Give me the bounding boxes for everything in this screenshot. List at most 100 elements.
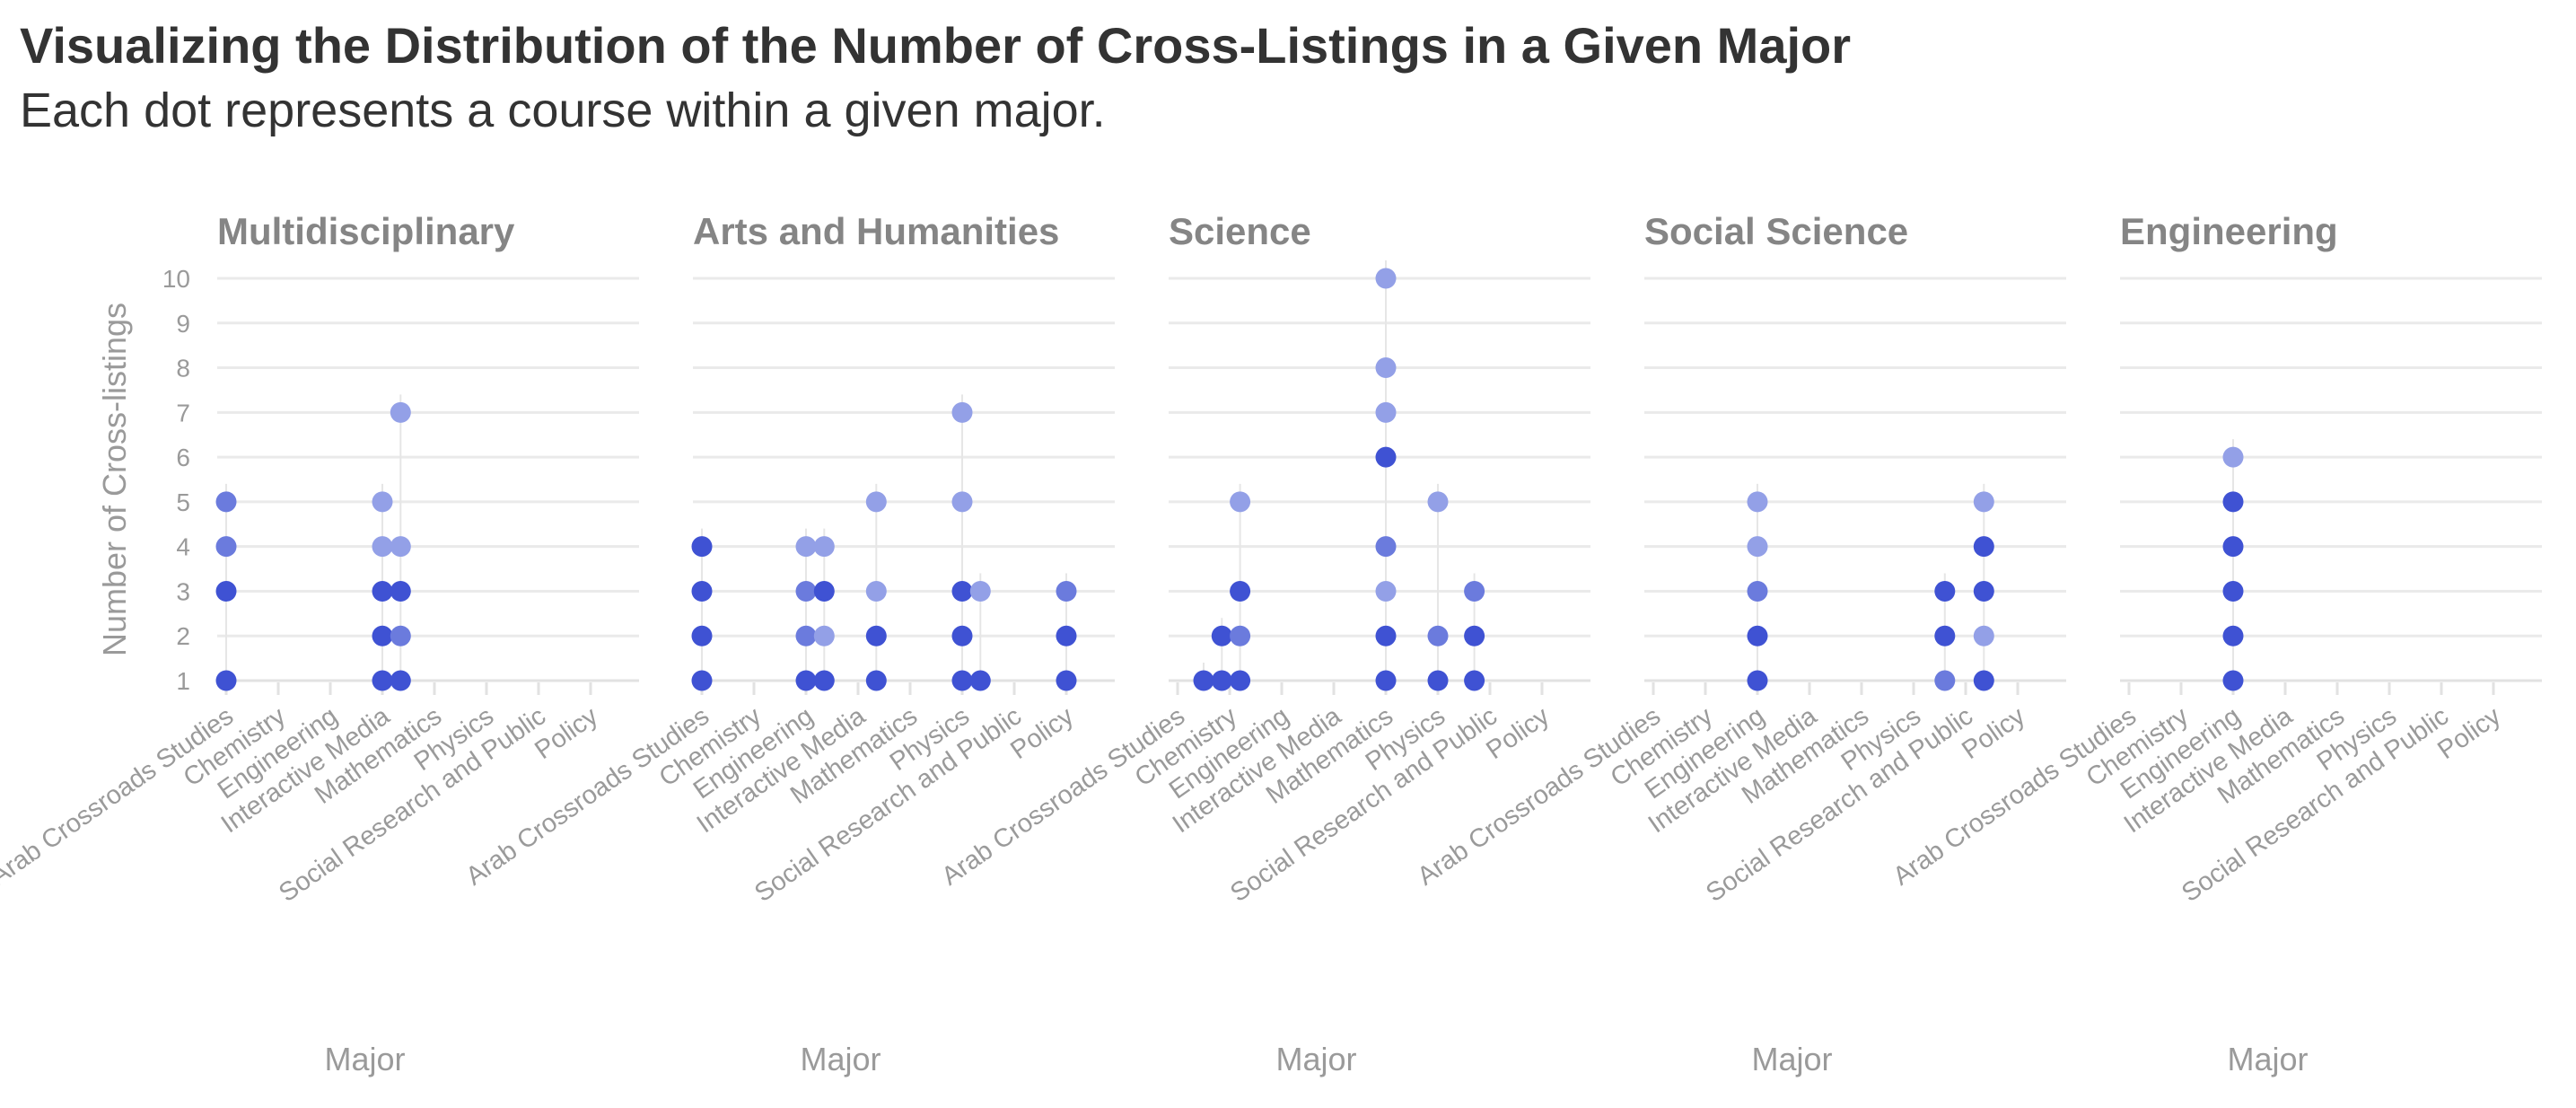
y-tick-label: 3	[176, 577, 190, 605]
course-dot	[795, 536, 817, 558]
course-dot	[813, 625, 835, 646]
course-dot	[1375, 625, 1397, 646]
course-dot	[1230, 580, 1251, 602]
course-dot	[1230, 670, 1251, 691]
course-dot	[390, 670, 411, 691]
y-tick-label: 6	[176, 444, 190, 471]
x-axis-label: Major	[1751, 1041, 1832, 1077]
course-dot	[1427, 670, 1449, 691]
facet-title: Science	[1169, 210, 1311, 252]
course-dot	[1056, 670, 1077, 691]
course-dot	[1375, 446, 1397, 468]
course-dot	[865, 491, 887, 513]
x-axis-label: Major	[324, 1041, 405, 1077]
course-dot	[1973, 670, 1994, 691]
course-dot	[795, 670, 817, 691]
course-dot	[1973, 580, 1994, 602]
course-dot	[2222, 536, 2244, 558]
course-dot	[969, 670, 991, 691]
course-dot	[1211, 625, 1232, 646]
course-dot	[1464, 670, 1485, 691]
x-axis-label: Major	[1275, 1041, 1356, 1077]
course-dot	[372, 580, 393, 602]
y-tick-label: 4	[176, 533, 190, 561]
course-dot	[1375, 580, 1397, 602]
course-dot	[1375, 268, 1397, 289]
course-dot	[2222, 625, 2244, 646]
course-dot	[951, 670, 973, 691]
course-dot	[1973, 625, 1994, 646]
course-dot	[1211, 670, 1232, 691]
course-dot	[1973, 536, 1994, 558]
course-dot	[1747, 536, 1768, 558]
course-dot	[951, 401, 973, 423]
course-dot	[2222, 580, 2244, 602]
chart-title: Visualizing the Distribution of the Numb…	[20, 17, 1852, 74]
course-dot	[865, 625, 887, 646]
course-dot	[215, 536, 237, 558]
course-dot	[951, 625, 973, 646]
course-dot	[1934, 625, 1956, 646]
course-dot	[2222, 670, 2244, 691]
course-dot	[1427, 625, 1449, 646]
course-dot	[1375, 357, 1397, 379]
course-dot	[951, 580, 973, 602]
course-dot	[951, 491, 973, 513]
course-dot	[865, 670, 887, 691]
course-dot	[865, 580, 887, 602]
course-dot	[1934, 670, 1956, 691]
course-dot	[1464, 580, 1485, 602]
facet-title: Arts and Humanities	[693, 210, 1059, 252]
course-dot	[215, 491, 237, 513]
course-dot	[1747, 670, 1768, 691]
course-dot	[2222, 446, 2244, 468]
facet-title: Engineering	[2120, 210, 2338, 252]
course-dot	[1973, 491, 1994, 513]
course-dot	[1375, 670, 1397, 691]
facet-title: Multidisciplinary	[217, 210, 515, 252]
course-dot	[691, 625, 713, 646]
course-dot	[795, 625, 817, 646]
course-dot	[691, 536, 713, 558]
course-dot	[1375, 536, 1397, 558]
course-dot	[390, 536, 411, 558]
course-dot	[372, 670, 393, 691]
course-dot	[390, 401, 411, 423]
course-dot	[1934, 580, 1956, 602]
y-tick-label: 2	[176, 622, 190, 650]
course-dot	[1464, 625, 1485, 646]
course-dot	[795, 580, 817, 602]
y-tick-label: 9	[176, 310, 190, 338]
course-dot	[215, 670, 237, 691]
x-tick-label: Arab Crossroads Studies	[0, 702, 239, 892]
course-dot	[1056, 580, 1077, 602]
course-dot	[1056, 625, 1077, 646]
course-dot	[215, 580, 237, 602]
x-axis-label: Major	[800, 1041, 881, 1077]
y-tick-label: 1	[176, 667, 190, 695]
course-dot	[372, 536, 393, 558]
y-tick-label: 10	[162, 265, 190, 293]
course-dot	[691, 580, 713, 602]
course-dot	[1375, 401, 1397, 423]
course-dot	[390, 580, 411, 602]
course-dot	[390, 625, 411, 646]
course-dot	[1427, 491, 1449, 513]
y-tick-label: 7	[176, 399, 190, 426]
course-dot	[1747, 491, 1768, 513]
y-tick-label: 5	[176, 488, 190, 516]
course-dot	[1230, 491, 1251, 513]
course-dot	[813, 536, 835, 558]
course-dot	[813, 670, 835, 691]
course-dot	[691, 670, 713, 691]
course-dot	[1747, 580, 1768, 602]
course-dot	[969, 580, 991, 602]
y-tick-label: 8	[176, 355, 190, 383]
y-axis-label: Number of Cross-listings	[96, 303, 133, 656]
course-dot	[372, 625, 393, 646]
course-dot	[1747, 625, 1768, 646]
